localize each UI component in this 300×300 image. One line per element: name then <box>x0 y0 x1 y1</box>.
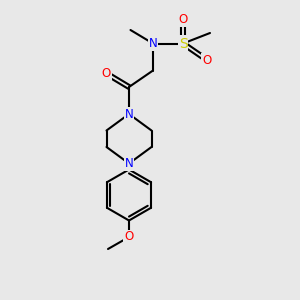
Text: N: N <box>148 37 158 50</box>
Text: O: O <box>124 230 134 244</box>
Text: N: N <box>124 157 134 170</box>
Text: S: S <box>178 37 188 50</box>
Text: O: O <box>178 13 188 26</box>
Text: N: N <box>124 107 134 121</box>
Text: O: O <box>202 53 211 67</box>
Text: O: O <box>102 67 111 80</box>
